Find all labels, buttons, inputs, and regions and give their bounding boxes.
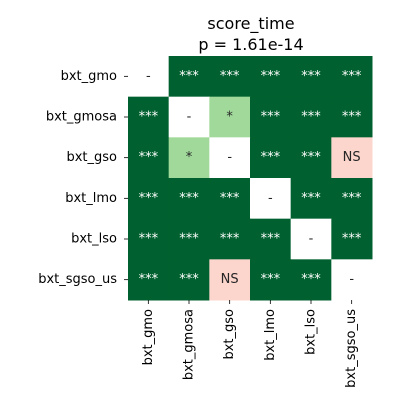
heatmap-cell-label: ***	[179, 191, 199, 206]
heatmap-cell	[290, 96, 332, 138]
heatmap-cell-label: *	[226, 110, 233, 125]
column-tick-label: bxt_gmosa	[182, 309, 197, 380]
heatmap-cell-label: ***	[179, 69, 199, 84]
heatmap-cell-label: ***	[261, 69, 281, 84]
heatmap-cell-label: -	[268, 191, 273, 206]
column-tick-label: bxt_gso	[222, 309, 237, 360]
heatmap-cell-label: ***	[261, 150, 281, 165]
heatmap-cell	[128, 56, 170, 98]
heatmap-cell-label: ***	[220, 232, 240, 247]
row-tick-label: bxt_lmo	[65, 191, 117, 206]
heatmap-cell	[290, 137, 332, 179]
heatmap-cell	[290, 56, 332, 98]
row-tick-label: bxt_lso	[71, 232, 117, 247]
heatmap-cell-label: -	[187, 110, 192, 125]
heatmap-cell-label: ***	[301, 110, 321, 125]
row-tick-label: bxt_gmo	[61, 69, 117, 84]
chart-subtitle: p = 1.61e-14	[198, 35, 303, 54]
heatmap-cell-label: ***	[342, 69, 362, 84]
heatmap-cell	[290, 259, 332, 301]
heatmap-cell-label: ***	[342, 110, 362, 125]
heatmap-cells: - *** *** *** *** ****** - * *** *** ****** * - *** **…	[128, 56, 373, 301]
heatmap-cell-label: ***	[139, 110, 159, 125]
heatmap-cell	[209, 218, 251, 260]
heatmap-cell	[250, 56, 292, 98]
heatmap-cell	[250, 218, 292, 260]
heatmap-cell-label: ***	[261, 272, 281, 287]
heatmap-cell	[128, 218, 170, 260]
heatmap-cell-label: ***	[342, 191, 362, 206]
heatmap-cell	[290, 218, 332, 260]
heatmap-cell-label: ***	[179, 272, 199, 287]
heatmap-cell-label: *	[186, 150, 193, 165]
heatmap-cell	[209, 259, 251, 301]
heatmap-cell-label: ***	[261, 232, 281, 247]
heatmap-cell-label: ***	[301, 272, 321, 287]
heatmap-cell	[128, 137, 170, 179]
heatmap-cell-label: ***	[139, 232, 159, 247]
heatmap-cell	[331, 218, 373, 260]
heatmap-cell-label: NS	[221, 272, 239, 287]
heatmap-cell-label: -	[349, 272, 354, 287]
heatmap-cell	[209, 96, 251, 138]
heatmap-cell-label: -	[146, 69, 151, 84]
column-axis: bxt_gmo bxt_gmosa bxt_gso bxt_lmo bxt_lso bxt…	[141, 300, 359, 388]
heatmap-cell-label: ***	[179, 232, 199, 247]
heatmap-cell	[331, 259, 373, 301]
heatmap-cell	[331, 137, 373, 179]
heatmap-cell	[168, 137, 210, 179]
column-tick-label: bxt_lmo	[263, 309, 278, 361]
heatmap-cell	[250, 96, 292, 138]
heatmap-cell	[128, 259, 170, 301]
chart-title: score_time	[207, 14, 294, 34]
heatmap-cell	[168, 96, 210, 138]
column-tick-label: bxt_gmo	[141, 309, 156, 365]
heatmap-cell	[168, 218, 210, 260]
heatmap-cell	[209, 137, 251, 179]
row-tick-label: bxt_gso	[66, 150, 117, 165]
heatmap-cell-label: -	[309, 232, 314, 247]
heatmap-cell-label: ***	[342, 232, 362, 247]
heatmap-cell	[168, 178, 210, 220]
heatmap-cell	[209, 178, 251, 220]
heatmap-cell	[250, 137, 292, 179]
heatmap-cell-label: ***	[301, 191, 321, 206]
heatmap-cell-label: ***	[220, 69, 240, 84]
column-tick-label: bxt_sgso_us	[344, 309, 359, 388]
row-axis: bxt_gmo bxt_gmosa bxt_gso bxt_lmo bxt_lsobxt…	[38, 69, 128, 287]
heatmap-cell	[250, 178, 292, 220]
heatmap-cell-label: NS	[343, 150, 361, 165]
heatmap-cell	[290, 178, 332, 220]
row-tick-label: bxt_sgso_us	[38, 272, 117, 287]
heatmap-cell	[168, 259, 210, 301]
heatmap-cell	[331, 96, 373, 138]
heatmap-cell-label: ***	[139, 150, 159, 165]
heatmap-cell-label: ***	[139, 272, 159, 287]
heatmap-cell	[331, 56, 373, 98]
heatmap-cell-label: ***	[139, 191, 159, 206]
heatmap-cell-label: -	[227, 150, 232, 165]
heatmap-cell	[128, 178, 170, 220]
column-tick-label: bxt_lso	[304, 309, 319, 355]
heatmap-cell-label: ***	[301, 69, 321, 84]
heatmap-cell-label: ***	[261, 110, 281, 125]
heatmap-cell	[168, 56, 210, 98]
heatmap-cell	[209, 56, 251, 98]
heatmap-cell-label: ***	[220, 191, 240, 206]
heatmap-cell	[331, 178, 373, 220]
heatmap-cell	[250, 259, 292, 301]
heatmap-cell	[128, 96, 170, 138]
row-tick-label: bxt_gmosa	[46, 110, 117, 125]
heatmap-cell-label: ***	[301, 150, 321, 165]
